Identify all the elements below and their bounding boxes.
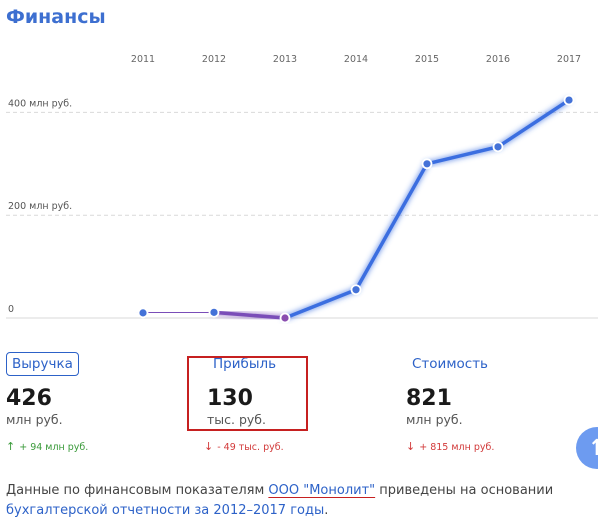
metric-profit-label[interactable]: Прибыль bbox=[213, 356, 277, 372]
metric-profit[interactable]: Прибыль 130 тыс. руб. ↓ - 49 тыс. руб. bbox=[204, 352, 284, 453]
metric-value[interactable]: Стоимость 821 млн руб. ↓ + 815 млн руб. bbox=[406, 352, 494, 453]
series-line-segment bbox=[496, 98, 571, 149]
org-link[interactable]: ООО "Монолит" bbox=[268, 483, 376, 498]
series-line-segment bbox=[141, 310, 216, 315]
arrow-down-icon: ↓ bbox=[406, 440, 416, 453]
data-point[interactable] bbox=[350, 284, 362, 296]
metric-revenue-label[interactable]: Выручка bbox=[6, 352, 79, 376]
footnote-text: Данные по финансовым показателям bbox=[6, 483, 269, 498]
arrow-up-icon: ↑ bbox=[587, 435, 598, 461]
metric-revenue-value: 426 bbox=[6, 386, 52, 411]
series-line-segment bbox=[354, 162, 429, 292]
data-point[interactable] bbox=[563, 94, 575, 106]
x-tick-label: 2012 bbox=[202, 54, 226, 65]
metric-profit-change-text: - 49 тыс. руб. bbox=[217, 442, 284, 453]
x-tick-label: 2013 bbox=[273, 54, 297, 65]
section-title: Финансы bbox=[6, 6, 106, 28]
metric-value-change-text: + 815 млн руб. bbox=[419, 442, 495, 453]
footnote-text: приведены на основании bbox=[375, 483, 554, 498]
data-point[interactable] bbox=[492, 141, 504, 153]
metric-revenue[interactable]: Выручка 426 млн руб. ↑ + 94 млн руб. bbox=[6, 352, 88, 453]
y-tick-label: 400 млн руб. bbox=[8, 98, 72, 109]
metric-value-unit: млн руб. bbox=[406, 412, 463, 427]
x-tick-label: 2014 bbox=[344, 54, 368, 65]
metric-value-change: ↓ + 815 млн руб. bbox=[406, 440, 494, 453]
finance-line-chart: 0 200 млн руб. 400 млн руб. 2011 2012 2013 20… bbox=[6, 54, 598, 324]
x-tick-label: 2011 bbox=[131, 54, 155, 65]
series-line-segment bbox=[425, 145, 500, 166]
metric-revenue-change-text: + 94 млн руб. bbox=[19, 442, 89, 453]
metric-profit-change: ↓ - 49 тыс. руб. bbox=[204, 440, 284, 453]
y-tick-label: 200 млн руб. bbox=[8, 201, 72, 212]
metric-revenue-unit: млн руб. bbox=[6, 412, 63, 427]
data-point[interactable] bbox=[279, 312, 291, 324]
footnote-text: . bbox=[324, 503, 329, 518]
y-tick-label: 0 bbox=[8, 304, 14, 315]
series-line-segment bbox=[283, 287, 358, 320]
x-tick-label: 2015 bbox=[415, 54, 439, 65]
metrics-panel: Выручка 426 млн руб. ↑ + 94 млн руб. Приб… bbox=[0, 352, 598, 462]
arrow-down-icon: ↓ bbox=[204, 440, 214, 453]
scroll-top-button[interactable]: ↑ bbox=[576, 427, 598, 469]
data-point[interactable] bbox=[421, 158, 433, 170]
series-line-segment bbox=[212, 310, 287, 320]
highlight-box bbox=[187, 356, 308, 431]
x-tick-label: 2017 bbox=[557, 54, 581, 65]
report-link[interactable]: бухгалтерской отчетности за 2012–2017 го… bbox=[6, 503, 325, 518]
metric-revenue-change: ↑ + 94 млн руб. bbox=[6, 440, 88, 453]
footnote: Данные по финансовым показателям ООО "Мо… bbox=[6, 481, 576, 521]
metric-profit-unit: тыс. руб. bbox=[207, 412, 266, 427]
x-tick-label: 2016 bbox=[486, 54, 510, 65]
data-point[interactable] bbox=[137, 307, 149, 319]
metric-value-label[interactable]: Стоимость bbox=[412, 356, 489, 372]
data-point[interactable] bbox=[208, 306, 220, 318]
arrow-up-icon: ↑ bbox=[6, 440, 16, 453]
metric-profit-value: 130 bbox=[207, 386, 253, 411]
metric-value-value: 821 bbox=[406, 386, 452, 411]
